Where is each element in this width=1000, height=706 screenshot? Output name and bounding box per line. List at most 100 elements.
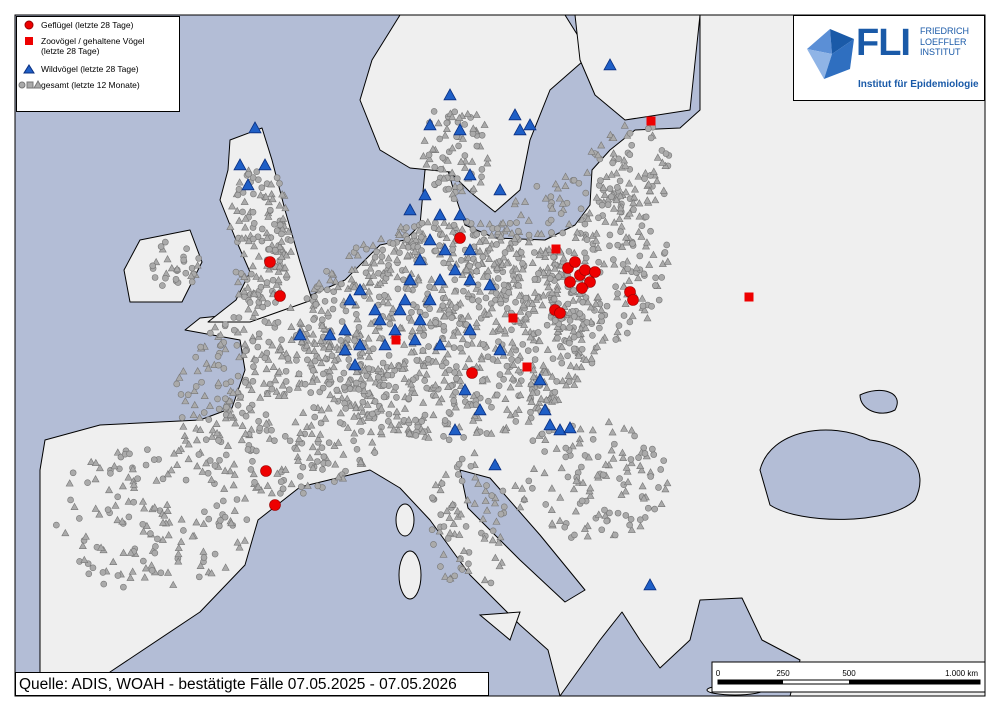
case-total-circle	[379, 359, 387, 367]
case-total-circle	[154, 535, 161, 543]
case-total-triangle	[476, 287, 485, 295]
case-total-triangle	[277, 237, 286, 245]
case-total-circle	[458, 455, 466, 463]
case-total-circle	[546, 275, 554, 282]
case-total-circle	[446, 366, 453, 374]
case-total-circle	[355, 323, 363, 331]
case-total-triangle	[506, 383, 515, 391]
case-total-circle	[457, 256, 465, 264]
case-total-triangle	[495, 561, 504, 570]
case-total-circle	[437, 511, 445, 518]
case-total-triangle	[529, 372, 538, 380]
case-total-triangle	[293, 383, 302, 391]
case-total-circle	[480, 229, 488, 237]
case-total-triangle	[223, 441, 233, 449]
case-total-triangle	[524, 216, 533, 224]
case-total-triangle	[393, 272, 402, 281]
case-total-circle	[558, 359, 566, 367]
case-total-circle	[142, 461, 150, 469]
case-total-triangle	[586, 483, 595, 492]
case-total-triangle	[170, 449, 179, 457]
case-total-triangle	[307, 421, 316, 429]
case-total-circle	[430, 108, 438, 115]
case-total-triangle	[630, 193, 639, 201]
case-total-circle	[448, 314, 456, 321]
case-total-circle	[222, 451, 230, 459]
case-total-triangle	[565, 308, 574, 316]
case-total-circle	[445, 436, 453, 444]
case-wild-bird	[353, 283, 367, 296]
case-total-triangle	[516, 307, 525, 315]
case-total-triangle	[192, 424, 201, 432]
case-total-triangle	[438, 334, 447, 342]
case-total-circle	[248, 270, 255, 278]
case-total-circle	[197, 343, 204, 351]
case-total-circle	[450, 344, 458, 351]
case-total-triangle	[481, 486, 490, 494]
case-total-triangle	[282, 270, 291, 278]
case-total-triangle	[544, 245, 554, 253]
case-total-triangle	[472, 284, 481, 292]
case-total-circle	[162, 238, 169, 246]
case-total-triangle	[366, 427, 375, 436]
case-total-triangle	[538, 301, 547, 309]
adriatic	[459, 469, 586, 603]
case-total-triangle	[350, 282, 359, 291]
case-total-triangle	[429, 410, 438, 419]
case-total-circle	[323, 286, 331, 294]
case-zoo-bird	[391, 335, 401, 345]
case-total-triangle	[643, 313, 652, 322]
case-wild-bird	[453, 123, 467, 136]
case-total-triangle	[128, 567, 137, 575]
case-total-triangle	[636, 461, 645, 469]
case-total-triangle	[448, 144, 457, 152]
case-wild-bird	[508, 108, 522, 121]
case-total-triangle	[396, 222, 405, 231]
case-total-triangle	[368, 241, 377, 249]
case-wild-bird	[463, 243, 477, 256]
case-wild-bird	[493, 183, 507, 196]
case-total-circle	[628, 141, 635, 149]
case-total-circle	[151, 549, 159, 557]
case-total-triangle	[296, 318, 305, 326]
scale-bar: 0 250 500 1.000 km	[711, 661, 986, 693]
case-total-triangle	[193, 462, 202, 470]
case-total-triangle	[501, 426, 510, 434]
case-total-circle	[451, 572, 458, 580]
case-total-circle	[239, 208, 246, 216]
case-total-circle	[53, 521, 60, 529]
case-total-circle	[342, 307, 350, 315]
case-total-triangle	[607, 170, 616, 178]
case-total-triangle	[95, 510, 104, 518]
case-wild-bird	[258, 158, 272, 171]
case-total-triangle	[250, 241, 259, 250]
case-total-circle	[261, 354, 269, 362]
case-total-circle	[578, 497, 586, 505]
case-total-circle	[282, 378, 290, 385]
case-wild-bird	[463, 273, 477, 286]
case-total-triangle	[408, 326, 417, 335]
case-total-circle	[107, 470, 114, 477]
case-total-triangle	[594, 292, 603, 301]
case-wild-bird	[513, 123, 527, 136]
case-total-triangle	[287, 335, 296, 344]
case-total-triangle	[110, 462, 119, 470]
case-total-circle	[425, 343, 432, 350]
case-total-circle	[157, 243, 165, 250]
case-total-triangle	[508, 338, 517, 346]
case-total-circle	[564, 300, 572, 308]
case-total-circle	[561, 523, 569, 531]
case-total-triangle	[275, 262, 284, 270]
case-total-circle	[454, 471, 462, 478]
case-total-triangle	[400, 404, 409, 412]
case-total-circle	[104, 506, 112, 513]
case-total-circle	[640, 270, 648, 278]
case-total-triangle	[499, 253, 508, 261]
case-total-circle	[76, 515, 83, 522]
case-total-triangle	[181, 396, 190, 405]
case-total-circle	[266, 245, 273, 253]
case-total-triangle	[601, 217, 610, 225]
sardinia	[398, 550, 422, 600]
case-total-triangle	[119, 548, 128, 556]
case-total-triangle	[561, 172, 570, 180]
